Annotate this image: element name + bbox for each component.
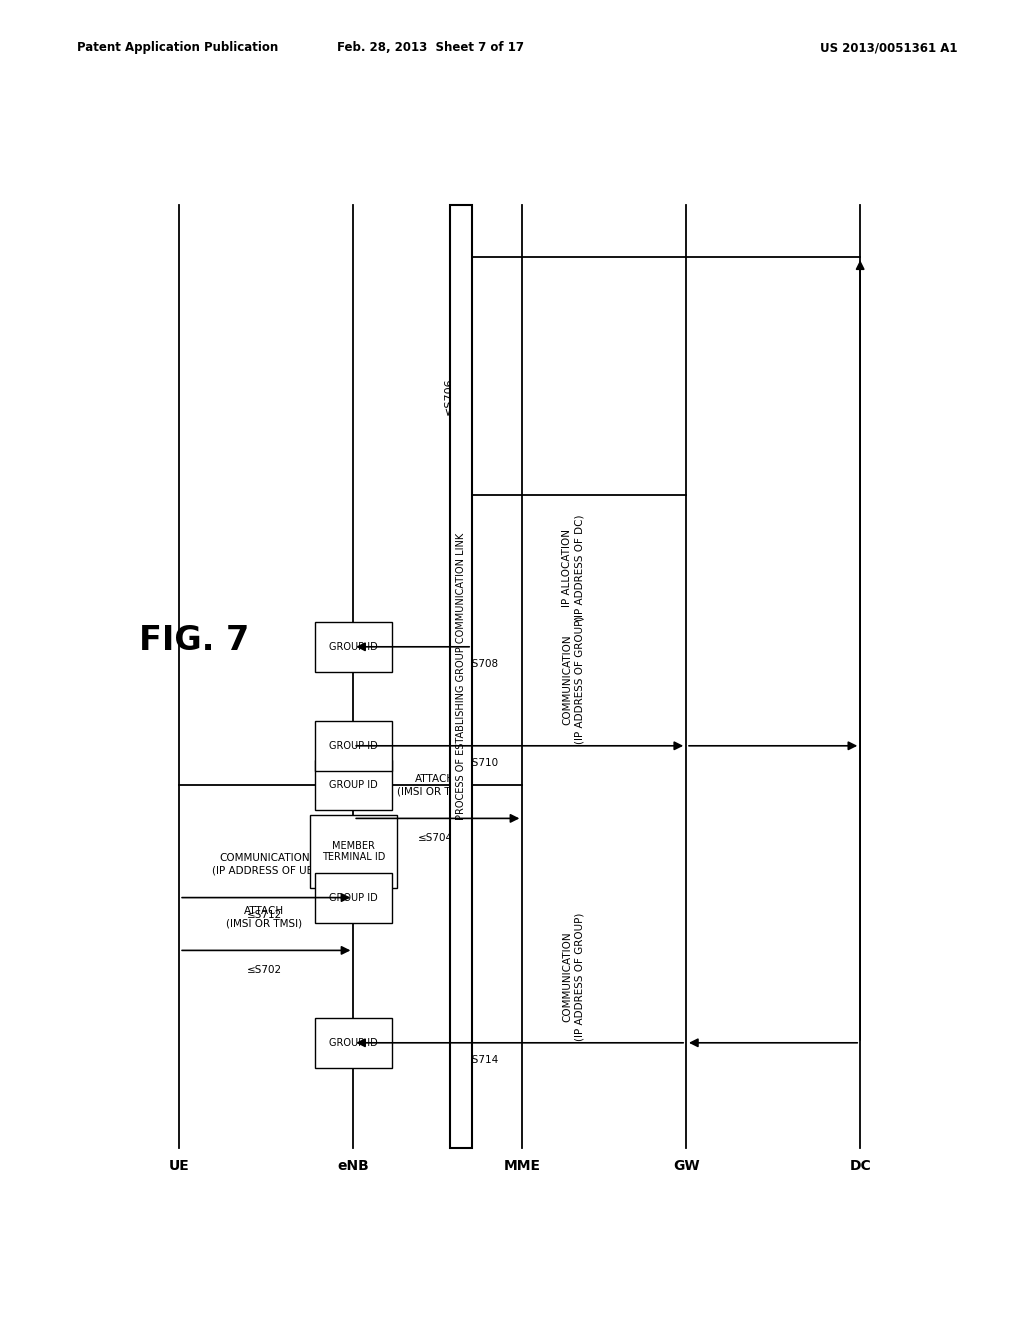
Text: ≤S712: ≤S712: [247, 909, 282, 920]
Text: COMMUNICATION
(IP ADDRESS OF UE): COMMUNICATION (IP ADDRESS OF UE): [212, 854, 316, 875]
Text: GW: GW: [673, 1159, 699, 1173]
Text: MEMBER
TERMINAL ID: MEMBER TERMINAL ID: [322, 841, 385, 862]
Text: Feb. 28, 2013  Sheet 7 of 17: Feb. 28, 2013 Sheet 7 of 17: [337, 41, 523, 54]
Bar: [315, 873, 391, 923]
Text: Patent Application Publication: Patent Application Publication: [77, 41, 279, 54]
Text: US 2013/0051361 A1: US 2013/0051361 A1: [820, 41, 957, 54]
Text: GROUP ID: GROUP ID: [329, 642, 378, 652]
Text: MME: MME: [504, 1159, 541, 1173]
Text: COMMUNICATION
(IP ADDRESS OF GROUP): COMMUNICATION (IP ADDRESS OF GROUP): [562, 615, 585, 744]
Text: ≤S708: ≤S708: [464, 659, 499, 669]
Text: ≤S714: ≤S714: [464, 1055, 499, 1065]
Text: GROUP ID: GROUP ID: [329, 780, 378, 791]
Text: COMMUNICATION
(IP ADDRESS OF GROUP): COMMUNICATION (IP ADDRESS OF GROUP): [562, 912, 585, 1041]
Text: ≤S704: ≤S704: [418, 833, 453, 843]
Bar: [450, 205, 472, 1148]
Bar: [315, 622, 391, 672]
Text: FIG. 7: FIG. 7: [139, 623, 250, 656]
Text: eNB: eNB: [337, 1159, 370, 1173]
Bar: [315, 760, 391, 810]
Text: IP ALLOCATION
(IP ADDRESS OF DC): IP ALLOCATION (IP ADDRESS OF DC): [562, 515, 585, 620]
Text: DC: DC: [849, 1159, 871, 1173]
Text: ≤S706: ≤S706: [443, 378, 454, 414]
Text: ≤S710: ≤S710: [464, 758, 499, 768]
Text: PROCESS OF ESTABLISHING GROUP COMMUNICATION LINK: PROCESS OF ESTABLISHING GROUP COMMUNICAT…: [456, 533, 466, 820]
Text: ≤S702: ≤S702: [247, 965, 282, 975]
Text: GROUP ID: GROUP ID: [329, 892, 378, 903]
Text: GROUP ID: GROUP ID: [329, 1038, 378, 1048]
Bar: [315, 721, 391, 771]
Text: ATTACH
(IMSI OR TMSI): ATTACH (IMSI OR TMSI): [226, 907, 302, 928]
Bar: [315, 1018, 391, 1068]
Text: UE: UE: [169, 1159, 189, 1173]
Text: GROUP ID: GROUP ID: [329, 741, 378, 751]
Text: ATTACH
(IMSI OR TMSI): ATTACH (IMSI OR TMSI): [397, 775, 473, 796]
Bar: [309, 814, 397, 887]
